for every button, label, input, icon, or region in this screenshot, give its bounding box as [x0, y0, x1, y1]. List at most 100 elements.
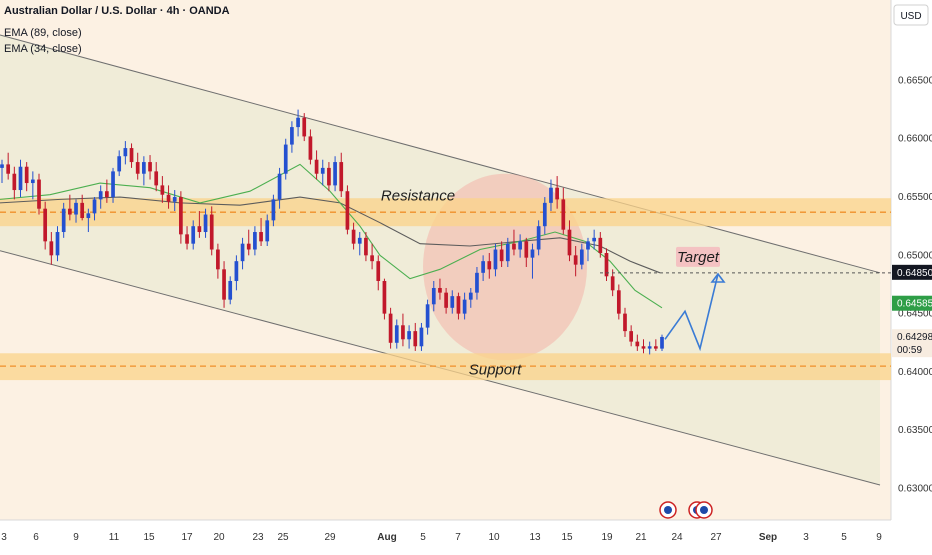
candle[interactable]	[604, 248, 609, 281]
candle[interactable]	[462, 292, 467, 320]
candle[interactable]	[80, 194, 85, 221]
candle[interactable]	[493, 243, 498, 277]
candle[interactable]	[172, 190, 177, 212]
candle[interactable]	[425, 299, 430, 335]
candle[interactable]	[222, 261, 226, 308]
candle[interactable]	[283, 138, 288, 180]
candle[interactable]	[234, 255, 239, 291]
candle[interactable]	[185, 226, 189, 250]
symbol-title[interactable]: Australian Dollar / U.S. Dollar · 4h · O…	[4, 5, 230, 17]
target-price-badge[interactable]	[892, 264, 932, 280]
candle[interactable]	[240, 237, 245, 270]
candle[interactable]	[24, 162, 29, 192]
candle[interactable]	[549, 179, 553, 212]
candle[interactable]	[105, 179, 109, 203]
candle[interactable]	[18, 159, 23, 198]
candle[interactable]	[431, 280, 436, 312]
candle[interactable]	[456, 292, 461, 320]
candle[interactable]	[296, 109, 300, 137]
candle[interactable]	[536, 220, 541, 256]
ema-89-legend[interactable]: EMA (89, close)	[4, 27, 82, 39]
candle[interactable]	[314, 150, 319, 180]
candle[interactable]	[68, 194, 72, 221]
candle[interactable]	[265, 214, 270, 247]
candle[interactable]	[567, 220, 572, 262]
candle[interactable]	[320, 159, 325, 186]
candle[interactable]	[253, 226, 257, 256]
candle[interactable]	[179, 191, 183, 244]
candle[interactable]	[450, 290, 455, 314]
candle[interactable]	[327, 162, 331, 192]
candle[interactable]	[444, 287, 448, 314]
candle[interactable]	[148, 155, 152, 180]
candle[interactable]	[530, 243, 535, 279]
candle[interactable]	[308, 129, 313, 165]
us-flag-event-icon[interactable]	[659, 501, 677, 519]
candle[interactable]	[660, 334, 664, 351]
candle[interactable]	[635, 334, 640, 351]
candle[interactable]	[123, 141, 128, 165]
candle[interactable]	[37, 173, 41, 215]
ema-price-badge[interactable]	[892, 295, 932, 311]
candle[interactable]	[197, 211, 202, 238]
candle[interactable]	[438, 278, 442, 300]
candle[interactable]	[555, 176, 559, 209]
candle[interactable]	[370, 243, 374, 270]
candle[interactable]	[290, 121, 294, 153]
candle[interactable]	[407, 325, 411, 349]
candle[interactable]	[86, 208, 91, 233]
candle[interactable]	[345, 185, 350, 235]
event-icons[interactable]	[659, 501, 713, 519]
currency-button[interactable]: USD	[893, 4, 929, 26]
candle[interactable]	[129, 143, 134, 168]
candle[interactable]	[592, 229, 596, 250]
candle[interactable]	[154, 162, 159, 192]
candle[interactable]	[610, 269, 615, 297]
candle[interactable]	[487, 253, 492, 279]
candle[interactable]	[623, 307, 627, 337]
candle[interactable]	[246, 229, 251, 256]
candle[interactable]	[641, 339, 646, 354]
candle[interactable]	[98, 185, 103, 209]
us-flag-event-icon-2[interactable]	[695, 501, 713, 519]
candle[interactable]	[524, 237, 529, 267]
candle[interactable]	[302, 113, 307, 142]
candle[interactable]	[55, 226, 60, 262]
candle[interactable]	[475, 266, 479, 300]
candle[interactable]	[616, 284, 621, 320]
target-label-box[interactable]	[676, 246, 720, 267]
candle[interactable]	[468, 287, 473, 308]
ema-34-legend[interactable]: EMA (34, close)	[4, 43, 82, 55]
candle[interactable]	[647, 341, 652, 355]
candle[interactable]	[271, 194, 276, 227]
candle[interactable]	[573, 246, 578, 277]
candle[interactable]	[401, 313, 405, 347]
candle[interactable]	[388, 307, 393, 349]
candle[interactable]	[277, 167, 282, 209]
candle[interactable]	[209, 206, 214, 256]
candle[interactable]	[92, 197, 97, 221]
candle[interactable]	[259, 218, 263, 247]
candle[interactable]	[0, 159, 4, 184]
candle[interactable]	[598, 232, 603, 258]
candle[interactable]	[481, 255, 485, 281]
candle[interactable]	[216, 243, 220, 279]
candle[interactable]	[512, 229, 516, 256]
candle[interactable]	[542, 197, 547, 235]
candle[interactable]	[357, 232, 362, 256]
candle[interactable]	[135, 152, 140, 180]
candle[interactable]	[579, 243, 584, 270]
candle[interactable]	[117, 150, 122, 177]
candle[interactable]	[561, 187, 566, 235]
candle[interactable]	[419, 322, 424, 351]
candle[interactable]	[339, 152, 344, 198]
candle[interactable]	[518, 234, 522, 258]
candle[interactable]	[111, 167, 115, 203]
candle[interactable]	[586, 237, 590, 262]
candle[interactable]	[43, 201, 48, 250]
candle[interactable]	[74, 199, 78, 223]
candle[interactable]	[351, 222, 356, 250]
candle[interactable]	[49, 232, 54, 265]
candle[interactable]	[228, 276, 233, 305]
candle[interactable]	[382, 278, 387, 320]
